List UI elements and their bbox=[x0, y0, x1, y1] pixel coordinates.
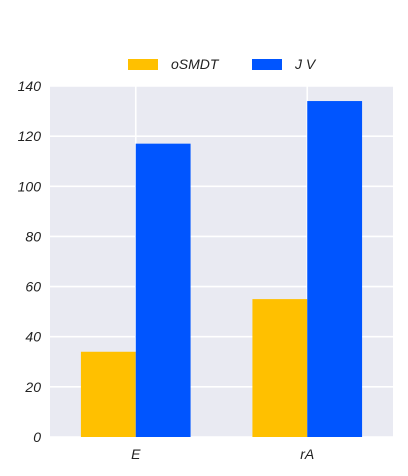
bar-osmdt-e bbox=[80, 351, 136, 437]
bar-jv-e bbox=[135, 143, 191, 437]
legend: oSMDT J V bbox=[128, 56, 317, 72]
y-tick-label: 20 bbox=[24, 379, 41, 395]
x-tick-label: E bbox=[131, 446, 141, 462]
y-tick-label: 100 bbox=[18, 178, 42, 194]
legend-label-osmdt: oSMDT bbox=[171, 56, 220, 72]
y-tick-label: 140 bbox=[18, 78, 42, 94]
y-tick-label: 0 bbox=[33, 429, 41, 445]
y-tick-label: 60 bbox=[25, 279, 41, 295]
y-tick-label: 40 bbox=[25, 329, 41, 345]
y-axis-ticks: 0 20 40 60 80 100 120 140 bbox=[18, 78, 42, 445]
bar-osmdt-ra bbox=[252, 299, 308, 437]
x-tick-label: rA bbox=[300, 446, 314, 462]
y-tick-label: 120 bbox=[18, 128, 42, 144]
legend-swatch-osmdt bbox=[128, 59, 158, 70]
y-tick-label: 80 bbox=[25, 228, 41, 244]
legend-label-jv: J V bbox=[294, 56, 317, 72]
legend-swatch-jv bbox=[252, 59, 282, 70]
bar-jv-ra bbox=[307, 101, 363, 438]
bars bbox=[80, 101, 363, 438]
